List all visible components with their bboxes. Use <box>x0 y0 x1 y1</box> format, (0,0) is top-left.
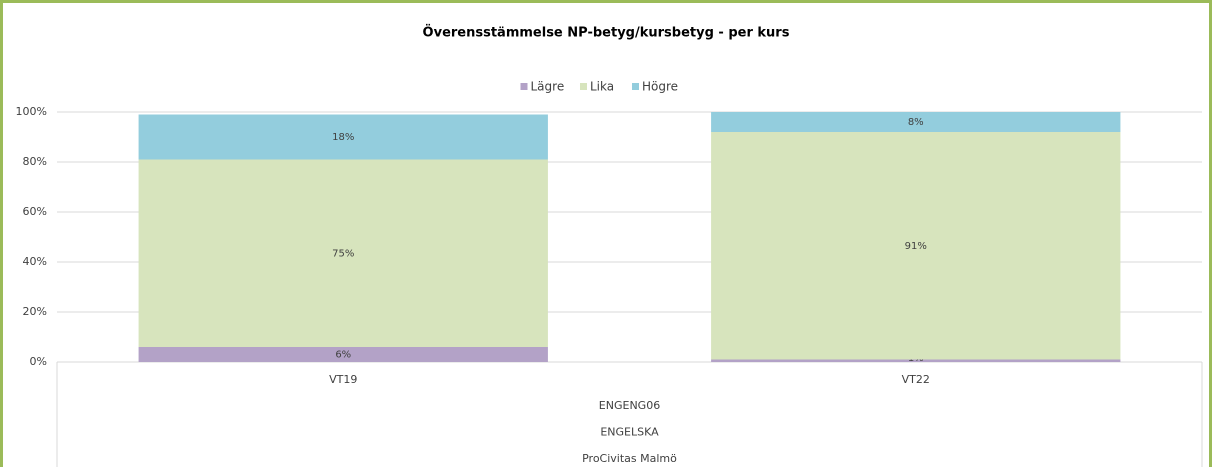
y-tick-label: 100% <box>16 105 47 118</box>
legend-swatch <box>632 83 639 90</box>
bar-segment <box>711 359 1121 362</box>
bar-segment <box>138 347 548 362</box>
bar-segment <box>711 132 1121 360</box>
category-group-label: ENGELSKA <box>600 426 659 439</box>
legend-swatch <box>520 83 528 90</box>
chart-title: Överensstämmelse NP-betyg/kursbetyg - pe… <box>423 25 790 41</box>
x-tick-label: VT19 <box>329 373 357 386</box>
data-label: 6% <box>335 350 351 361</box>
bar-segment <box>138 114 548 160</box>
bar-segment <box>711 112 1121 132</box>
data-label: 8% <box>908 117 924 128</box>
y-tick-label: 40% <box>23 255 47 268</box>
legend-swatch <box>580 83 587 90</box>
legend-label: Lägre <box>531 80 565 94</box>
y-tick-label: 60% <box>23 205 47 218</box>
x-tick-label: VT22 <box>902 373 930 386</box>
y-tick-label: 80% <box>23 155 47 168</box>
category-group-label: ENGENG06 <box>599 399 660 412</box>
y-tick-label: 20% <box>23 305 47 318</box>
legend-label: Lika <box>590 80 614 94</box>
bar-segment <box>138 159 548 347</box>
legend-label: Högre <box>642 80 678 94</box>
data-label: 91% <box>905 241 927 252</box>
category-group-label: ProCivitas Malmö <box>582 452 677 465</box>
data-label: 18% <box>332 132 354 143</box>
y-tick-label: 0% <box>30 355 47 368</box>
data-label: 75% <box>332 248 354 259</box>
